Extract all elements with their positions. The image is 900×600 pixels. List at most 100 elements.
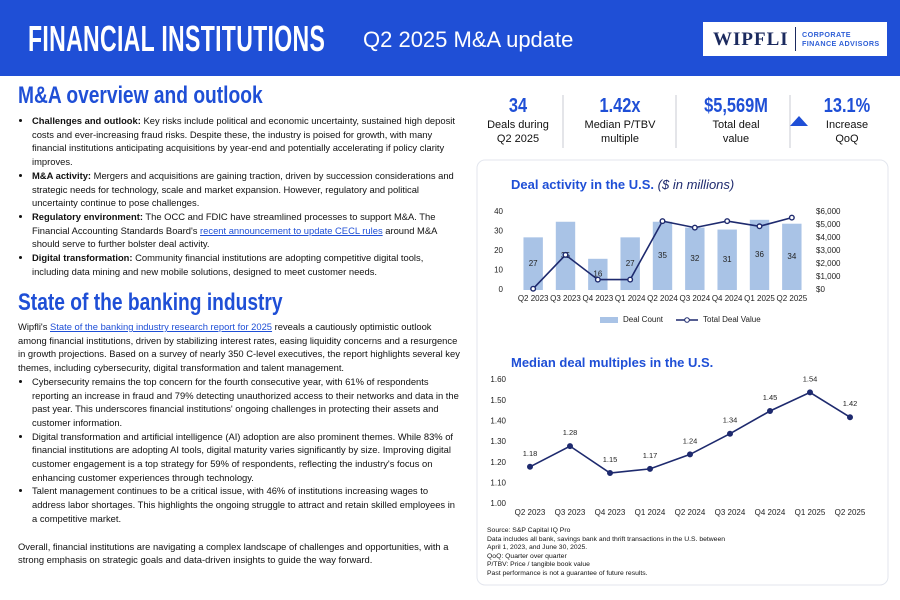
y-tick-label: $0 bbox=[816, 285, 825, 294]
chart-title-text: Median deal multiples in the U.S. bbox=[511, 355, 713, 370]
bullet: M&A activity: Mergers and acquisitions a… bbox=[32, 169, 462, 210]
data-label: 1.42 bbox=[843, 399, 858, 408]
y-tick-label: 1.20 bbox=[490, 458, 506, 467]
legend-label: Total Deal Value bbox=[703, 315, 761, 324]
logo-divider bbox=[795, 27, 796, 51]
data-point bbox=[659, 218, 666, 225]
data-label: 1.24 bbox=[683, 436, 698, 445]
up-arrow bbox=[790, 116, 808, 126]
bar bbox=[685, 227, 705, 290]
y-tick-label: 1.60 bbox=[490, 375, 506, 384]
bar bbox=[523, 237, 543, 290]
stat: 1.42x Median P/TBV multiple bbox=[570, 94, 670, 146]
footnote: P/TBV: Price / tangible book value bbox=[487, 561, 590, 569]
bullet-text: around M&A should serve to further bolst… bbox=[32, 224, 437, 250]
bar-label: 16 bbox=[593, 270, 602, 279]
stat-value: 13.1% bbox=[823, 95, 871, 117]
stat-label: Increase QoQ bbox=[825, 119, 869, 145]
link[interactable]: recent announcement to update CECL rules bbox=[200, 224, 383, 236]
stat: $5,569M Total deal value bbox=[686, 94, 786, 146]
data-point bbox=[767, 408, 774, 415]
legend-marker bbox=[684, 317, 690, 323]
bullet-text: Community financial institutions are ado… bbox=[32, 252, 424, 277]
y-tick-label: $3,000 bbox=[816, 246, 841, 255]
stat: 13.1% Increase QoQ bbox=[812, 94, 882, 146]
bar-label: 32 bbox=[690, 254, 699, 263]
y-tick-label: $2,000 bbox=[816, 259, 841, 268]
y-tick-label: 30 bbox=[494, 227, 503, 236]
bar-label: 36 bbox=[755, 250, 764, 259]
bar bbox=[588, 258, 608, 290]
bar bbox=[782, 223, 802, 290]
bar bbox=[620, 237, 640, 290]
data-point bbox=[527, 463, 534, 470]
bullet: Digital transformation: Community financ… bbox=[32, 251, 462, 278]
bullet-text: The OCC and FDIC have streamlined proces… bbox=[32, 210, 436, 236]
x-tick-label: Q3 2024 bbox=[679, 294, 710, 303]
text: reveals a cautiously optimistic outlook … bbox=[18, 321, 460, 374]
bar-label: 34 bbox=[787, 252, 796, 261]
x-tick-label: Q1 2025 bbox=[744, 294, 775, 303]
bullet: Challenges and outlook: Key risks includ… bbox=[32, 114, 462, 169]
bar-label: 35 bbox=[658, 251, 667, 260]
data-point bbox=[847, 414, 854, 421]
stat-label: Total deal value bbox=[712, 119, 760, 145]
bullet: Digital transformation and artificial in… bbox=[32, 430, 462, 485]
data-point bbox=[567, 443, 574, 450]
logo-text: WIPFLI bbox=[713, 29, 789, 50]
stat-label: Median P/TBV multiple bbox=[584, 119, 656, 145]
y-tick-label: $6,000 bbox=[816, 207, 841, 216]
footnote: QoQ: Quarter over quarter bbox=[487, 552, 567, 560]
data-label: 1.45 bbox=[763, 393, 778, 402]
x-tick-label: Q4 2024 bbox=[755, 508, 786, 517]
x-tick-label: Q3 2023 bbox=[550, 294, 581, 303]
text: Wipfli's bbox=[18, 321, 48, 332]
bullet: Regulatory environment: The OCC and FDIC… bbox=[32, 210, 462, 251]
y-tick-label: 0 bbox=[499, 285, 504, 294]
bar bbox=[717, 229, 737, 290]
data-point bbox=[788, 214, 795, 221]
stat: 34 Deals during Q2 2025 bbox=[478, 94, 558, 146]
data-label: 1.54 bbox=[803, 374, 818, 383]
x-tick-label: Q1 2024 bbox=[635, 508, 666, 517]
data-point bbox=[530, 285, 537, 292]
chart-panel bbox=[476, 159, 889, 586]
banking-text: Wipfli's State of the banking industry r… bbox=[18, 320, 462, 567]
bar bbox=[749, 219, 770, 290]
data-point bbox=[687, 451, 694, 458]
chart-title: Deal activity in the U.S. ($ in millions… bbox=[511, 177, 734, 192]
y-tick-label: $1,000 bbox=[816, 272, 841, 281]
y-tick-label: $5,000 bbox=[816, 220, 841, 229]
footnotes: Source: S&P Capital IQ Pro Data includes… bbox=[487, 527, 887, 579]
x-tick-label: Q2 2025 bbox=[835, 508, 866, 517]
data-point bbox=[727, 430, 734, 437]
y-tick-label: $4,000 bbox=[816, 233, 841, 242]
bullet-label: M&A activity: bbox=[32, 169, 92, 181]
link[interactable]: State of the banking industry research r… bbox=[50, 321, 273, 332]
bullet-label: Regulatory environment: bbox=[32, 210, 143, 222]
data-point bbox=[647, 465, 654, 472]
y-tick-label: 1.00 bbox=[490, 499, 506, 508]
x-tick-label: Q4 2023 bbox=[595, 508, 626, 517]
x-tick-label: Q1 2024 bbox=[615, 294, 646, 303]
chart-title-note: ($ in millions) bbox=[658, 177, 735, 192]
bar bbox=[652, 221, 673, 290]
bar-label: 27 bbox=[626, 259, 635, 268]
bullet: Talent management continues to be a crit… bbox=[32, 484, 462, 525]
data-point bbox=[562, 251, 569, 258]
data-point bbox=[807, 389, 814, 396]
bar-label: 27 bbox=[529, 259, 538, 268]
chart-title: Median deal multiples in the U.S. bbox=[511, 355, 713, 370]
y-tick-label: 20 bbox=[494, 246, 503, 255]
data-point bbox=[594, 276, 601, 283]
x-tick-label: Q4 2024 bbox=[712, 294, 743, 303]
data-label: 1.34 bbox=[723, 416, 738, 425]
bullet-text: Mergers and acquisitions are gaining tra… bbox=[32, 169, 454, 209]
data-point bbox=[724, 218, 731, 225]
paragraph: Overall, financial institutions are navi… bbox=[18, 540, 449, 566]
y-tick-label: 1.50 bbox=[490, 396, 506, 405]
bar-label: 31 bbox=[723, 255, 732, 264]
y-tick-label: 40 bbox=[494, 207, 503, 216]
section-heading: M&A overview and outlook bbox=[18, 82, 263, 109]
